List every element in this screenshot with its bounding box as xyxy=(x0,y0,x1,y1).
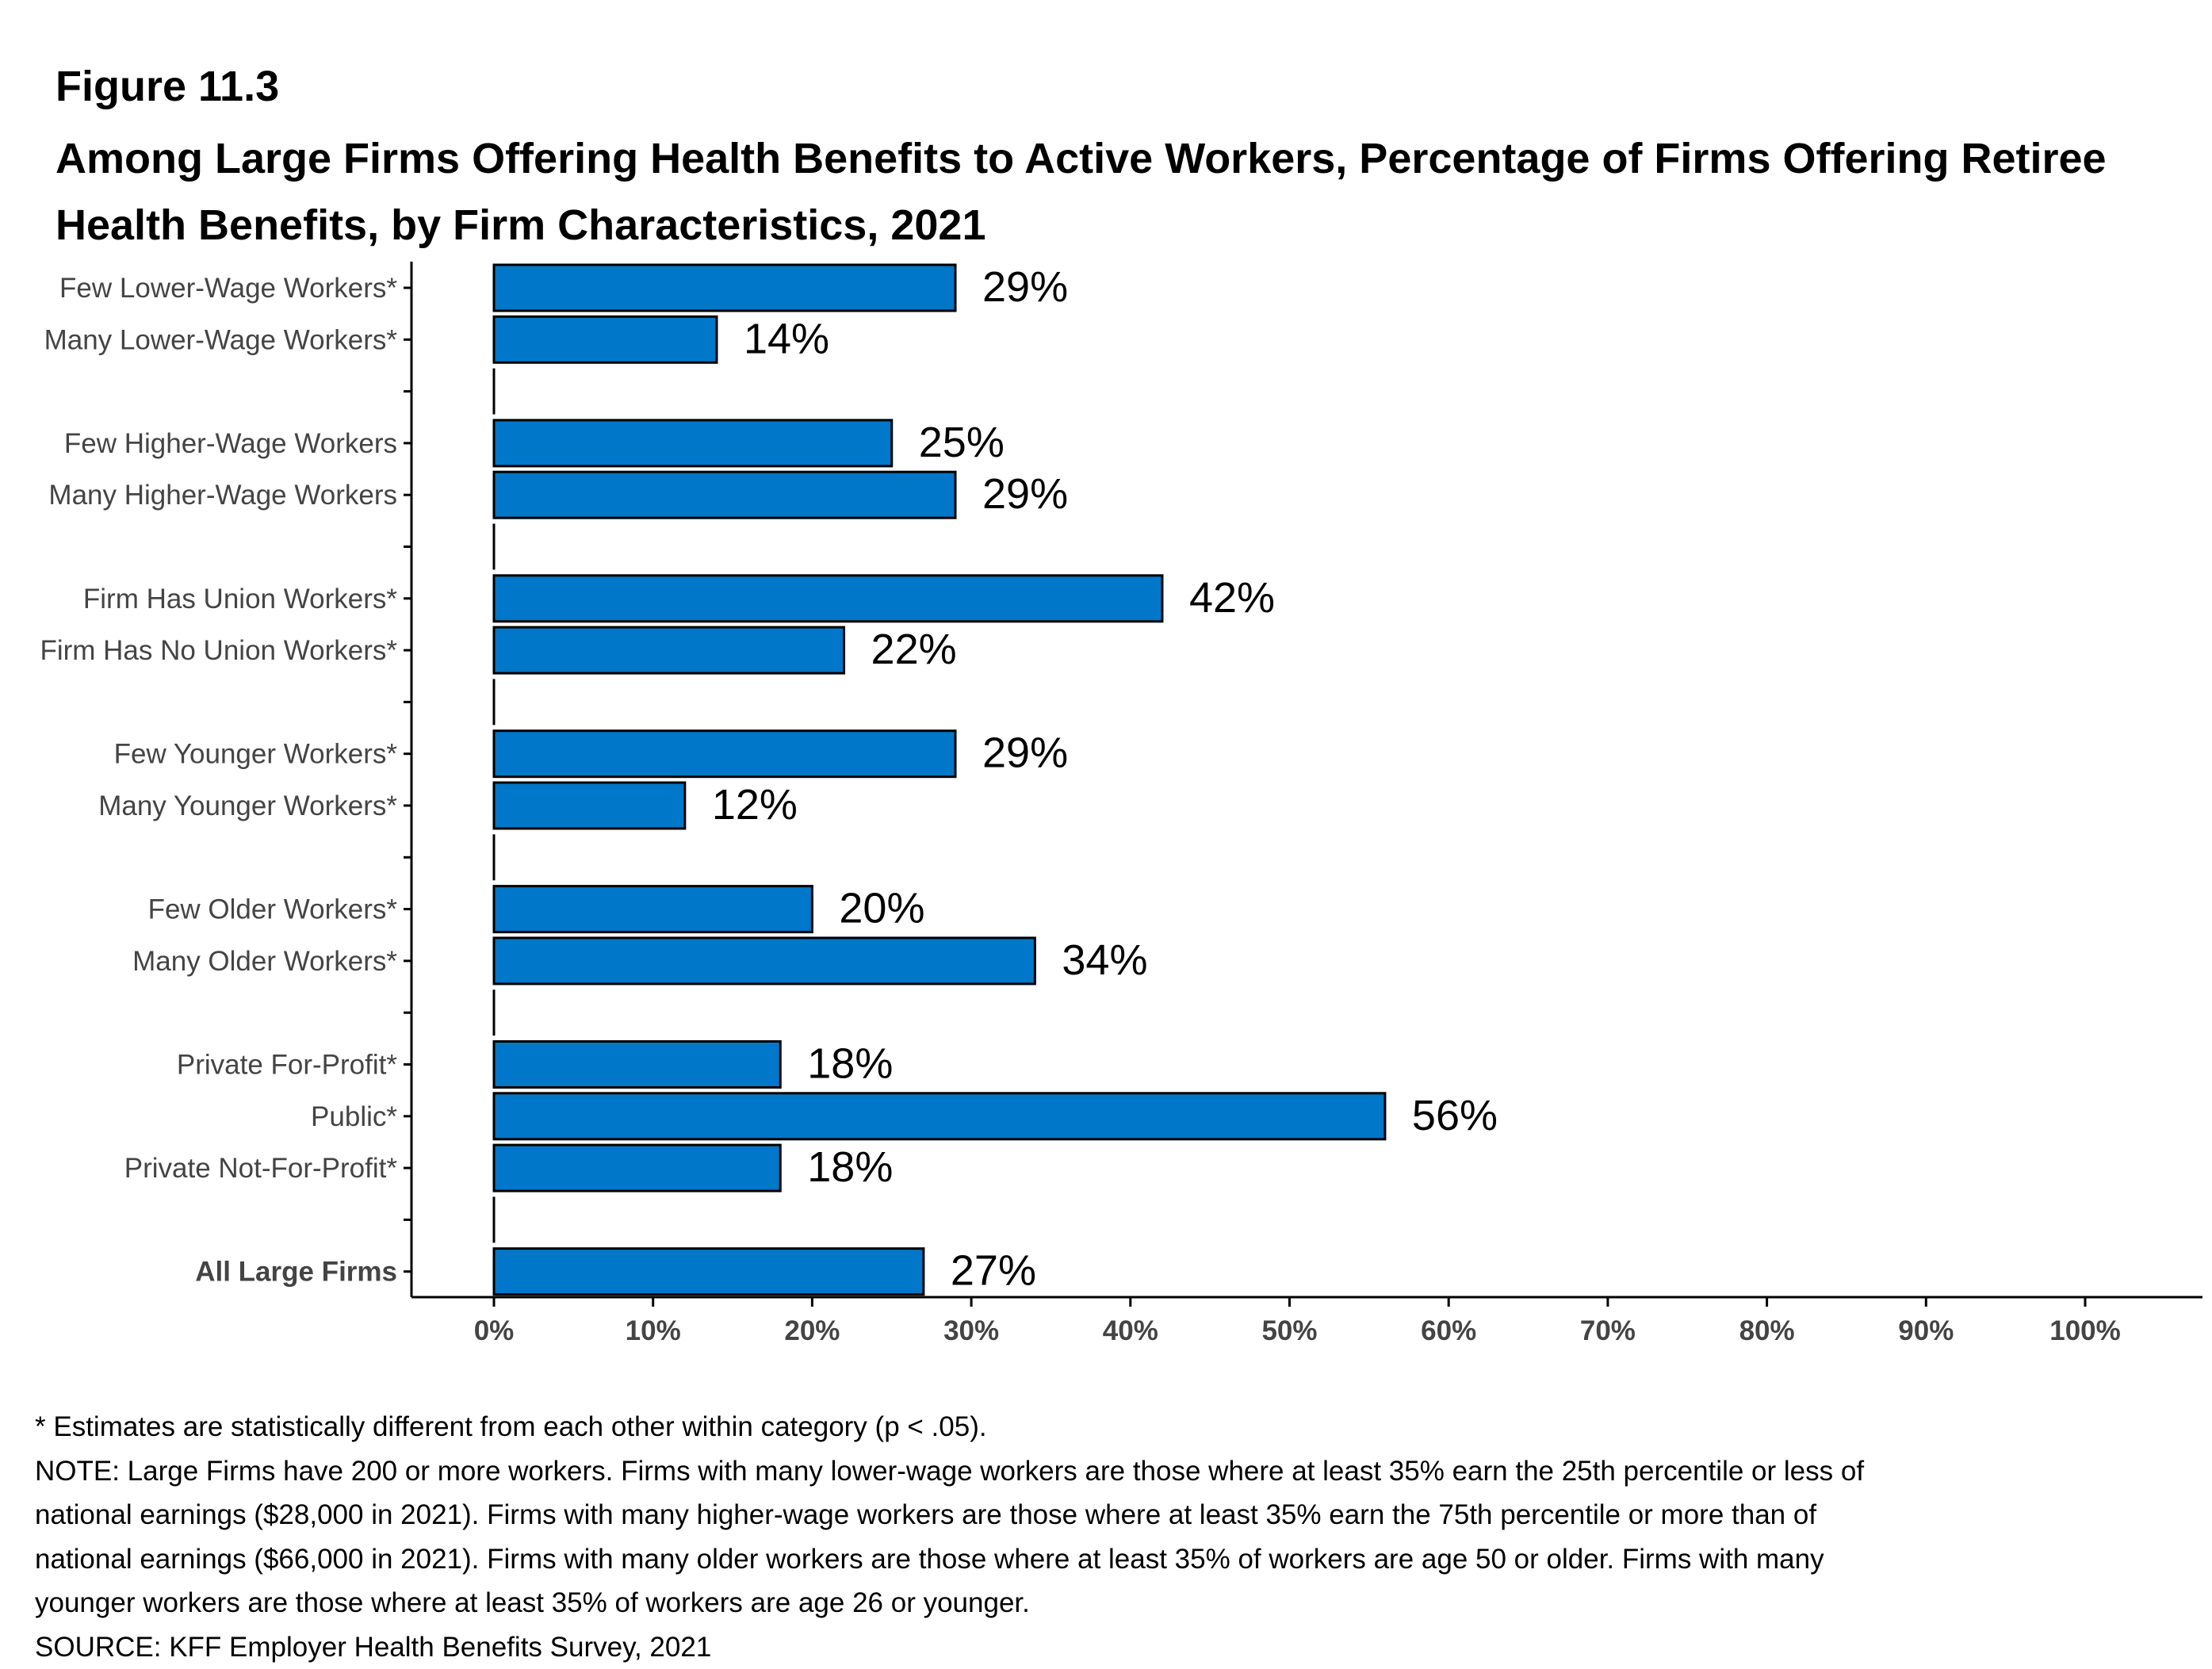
category-label: Few Older Workers* xyxy=(148,894,398,925)
value-label: 18% xyxy=(807,1143,893,1191)
bar xyxy=(494,731,955,777)
note-definition-4: younger workers are those where at least… xyxy=(35,1581,2176,1625)
value-label: 25% xyxy=(919,419,1005,466)
note-definition-1: NOTE: Large Firms have 200 or more worke… xyxy=(35,1449,2176,1494)
bar xyxy=(494,627,844,673)
value-label: 29% xyxy=(982,470,1068,518)
bar xyxy=(494,1145,780,1191)
bar xyxy=(494,1093,1385,1139)
x-tick-label: 80% xyxy=(1739,1315,1795,1346)
value-label: 42% xyxy=(1189,574,1275,622)
value-label: 12% xyxy=(712,781,798,829)
x-tick-label: 70% xyxy=(1580,1315,1636,1346)
bar xyxy=(494,420,892,466)
bar xyxy=(494,1249,924,1295)
category-label: Many Older Workers* xyxy=(132,946,397,977)
category-label: Private Not-For-Profit* xyxy=(124,1153,398,1184)
value-label: 27% xyxy=(951,1247,1036,1295)
category-label: Few Lower-Wage Workers* xyxy=(59,273,397,304)
note-definition-2: national earnings ($28,000 in 2021). Fir… xyxy=(35,1493,2176,1537)
bar xyxy=(494,1042,780,1088)
value-label: 29% xyxy=(982,263,1068,311)
x-tick-label: 10% xyxy=(626,1315,681,1346)
bar xyxy=(494,576,1162,622)
bar xyxy=(494,265,955,311)
x-tick-label: 50% xyxy=(1261,1315,1317,1346)
x-tick-label: 30% xyxy=(943,1315,999,1346)
bar xyxy=(494,886,812,932)
value-label: 56% xyxy=(1412,1092,1498,1139)
value-label: 29% xyxy=(982,729,1068,777)
category-label: Firm Has Union Workers* xyxy=(83,584,397,614)
note-definition-3: national earnings ($66,000 in 2021). Fir… xyxy=(35,1537,2176,1582)
value-label: 34% xyxy=(1062,936,1147,984)
x-tick-label: 20% xyxy=(784,1315,840,1346)
value-label: 18% xyxy=(807,1040,893,1088)
category-label: Many Lower-Wage Workers* xyxy=(44,324,398,355)
note-source: SOURCE: KFF Employer Health Benefits Sur… xyxy=(35,1625,2176,1669)
note-significance: * Estimates are statistically different … xyxy=(35,1405,2176,1449)
category-label: Few Higher-Wage Workers xyxy=(64,428,397,459)
category-label: Public* xyxy=(311,1101,397,1132)
value-label: 22% xyxy=(871,626,957,673)
category-label: Firm Has No Union Workers* xyxy=(40,635,397,666)
x-tick-label: 90% xyxy=(1898,1315,1954,1346)
bar xyxy=(494,472,955,518)
category-label: Private For-Profit* xyxy=(177,1050,397,1081)
x-tick-label: 100% xyxy=(2049,1315,2121,1346)
bar xyxy=(494,783,685,829)
bar-chart: Few Lower-Wage Workers* 29% Many Lower-Wag… xyxy=(0,0,2212,1395)
value-label: 20% xyxy=(839,885,924,932)
category-label: Few Younger Workers* xyxy=(114,739,398,770)
x-tick-label: 60% xyxy=(1421,1315,1476,1346)
x-tick-label: 40% xyxy=(1103,1315,1158,1346)
category-label: Many Younger Workers* xyxy=(98,790,397,821)
x-tick-label: 0% xyxy=(474,1315,515,1346)
category-label: Many Higher-Wage Workers xyxy=(48,480,397,511)
category-label: All Large Firms xyxy=(195,1257,397,1288)
bar xyxy=(494,938,1035,984)
value-label: 14% xyxy=(744,315,829,362)
chart-notes: * Estimates are statistically different … xyxy=(35,1405,2176,1669)
bar xyxy=(494,316,717,362)
